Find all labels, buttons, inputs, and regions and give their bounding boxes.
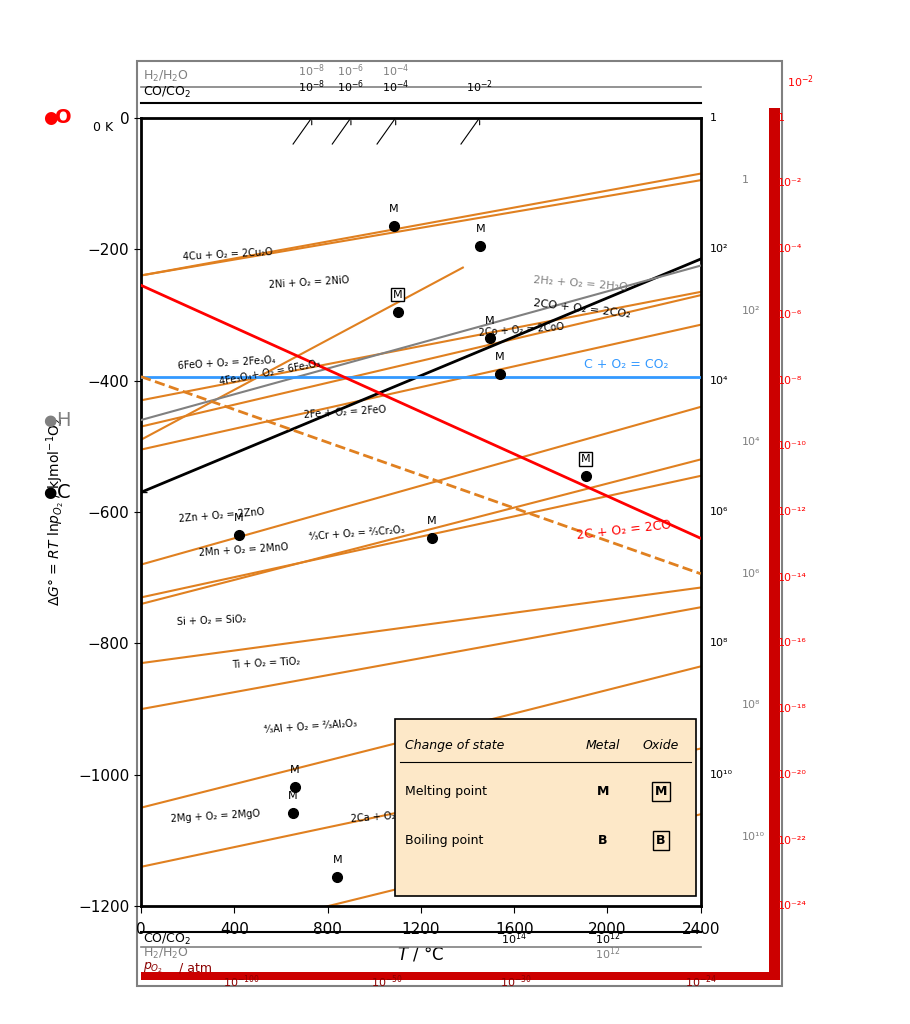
Text: 2Ca + O₂ = 2CaO: 2Ca + O₂ = 2CaO (350, 808, 437, 824)
Text: 2Ni + O₂ = 2NiO: 2Ni + O₂ = 2NiO (268, 275, 349, 290)
Text: 10⁻¹⁰: 10⁻¹⁰ (778, 441, 807, 452)
Text: Boiling point: Boiling point (405, 834, 483, 847)
Text: 10$^{-2}$: 10$^{-2}$ (466, 79, 493, 95)
Text: M: M (393, 290, 402, 300)
Text: O: O (56, 109, 72, 127)
Text: 10⁴: 10⁴ (742, 437, 760, 447)
Text: 4Fe₃O₄+ O₂ = 6Fe₂O₃: 4Fe₃O₄+ O₂ = 6Fe₂O₃ (218, 358, 321, 387)
Text: Melting point: Melting point (405, 784, 487, 798)
Text: M: M (427, 516, 437, 526)
Text: ⁴⁄₃Al + O₂ = ²⁄₃Al₂O₃: ⁴⁄₃Al + O₂ = ²⁄₃Al₂O₃ (264, 719, 358, 735)
Text: Metal: Metal (585, 738, 620, 752)
Text: 10⁻²: 10⁻² (778, 178, 803, 188)
Text: B: B (598, 834, 608, 847)
Text: M: M (476, 224, 485, 234)
Text: 10$^{-30}$: 10$^{-30}$ (500, 974, 532, 990)
Text: ●: ● (44, 484, 56, 500)
Text: Change of state: Change of state (405, 738, 504, 752)
Text: 0 K: 0 K (93, 121, 113, 134)
Text: 10⁻⁶: 10⁻⁶ (778, 310, 803, 319)
Text: 10²: 10² (742, 306, 760, 316)
X-axis label: $T$ / °C: $T$ / °C (398, 945, 444, 964)
Text: 10$^{-6}$: 10$^{-6}$ (338, 79, 365, 95)
Text: H: H (56, 411, 71, 429)
Text: M: M (485, 316, 494, 326)
Text: 10²: 10² (710, 244, 728, 254)
Text: 10$^{-24}$: 10$^{-24}$ (684, 974, 717, 990)
Text: 10$^{-100}$: 10$^{-100}$ (223, 974, 260, 990)
Text: H$_2$/H$_2$O: H$_2$/H$_2$O (143, 70, 189, 84)
Text: 10$^{-4}$: 10$^{-4}$ (382, 62, 410, 79)
Text: CO/CO$_2$: CO/CO$_2$ (143, 932, 191, 946)
Text: CO/CO$_2$: CO/CO$_2$ (143, 85, 191, 99)
Text: 2Zn + O₂ = 2ZnO: 2Zn + O₂ = 2ZnO (178, 507, 265, 524)
Text: 10⁻¹²: 10⁻¹² (778, 507, 807, 517)
Text: 10¹⁰: 10¹⁰ (742, 831, 764, 842)
Text: 2CO + O₂ = 2CO₂: 2CO + O₂ = 2CO₂ (533, 298, 631, 319)
Text: C: C (57, 482, 70, 502)
Text: 10$^{-50}$: 10$^{-50}$ (371, 974, 403, 990)
Text: ●: ● (43, 109, 57, 127)
Y-axis label: $\Delta G°$ = $RT$ ln$p_{O_2}$ / kJmol$^{-1}$O$_2$: $\Delta G°$ = $RT$ ln$p_{O_2}$ / kJmol$^… (45, 418, 66, 606)
Text: M: M (581, 454, 591, 464)
Text: / atm: / atm (179, 962, 212, 974)
Text: M: M (495, 352, 504, 362)
Text: 10⁻⁸: 10⁻⁸ (778, 376, 803, 386)
Text: 10$^{12}$: 10$^{12}$ (595, 931, 620, 947)
Text: 10$^{-2}$: 10$^{-2}$ (787, 74, 814, 90)
Text: 2C + O₂ = 2CO: 2C + O₂ = 2CO (576, 518, 672, 542)
Text: M: M (482, 794, 492, 804)
Text: 6FeO + O₂ = 2Fe₃O₄: 6FeO + O₂ = 2Fe₃O₄ (177, 354, 276, 371)
Text: 1: 1 (710, 113, 717, 123)
FancyBboxPatch shape (395, 719, 696, 896)
Text: H$_2$/H$_2$O: H$_2$/H$_2$O (143, 946, 189, 961)
Text: 2Mg + O₂ = 2MgO: 2Mg + O₂ = 2MgO (171, 809, 260, 824)
Text: $p_{O_2}$: $p_{O_2}$ (143, 961, 163, 975)
Text: 10⁻¹⁶: 10⁻¹⁶ (778, 638, 807, 648)
Text: 10⁻⁴: 10⁻⁴ (778, 244, 803, 254)
Text: 4Cu + O₂ = 2Cu₂O: 4Cu + O₂ = 2Cu₂O (183, 248, 273, 262)
Text: 10⁻²²: 10⁻²² (778, 836, 807, 846)
Text: 10$^{-6}$: 10$^{-6}$ (338, 62, 365, 79)
Text: 10$^{-8}$: 10$^{-8}$ (298, 62, 325, 79)
Text: Oxide: Oxide (642, 738, 679, 752)
Text: 1: 1 (742, 174, 749, 184)
Text: 10$^{-8}$: 10$^{-8}$ (298, 79, 325, 95)
Text: 10$^{12}$: 10$^{12}$ (595, 945, 620, 962)
Text: 2Mn + O₂ = 2MnO: 2Mn + O₂ = 2MnO (198, 542, 288, 558)
Text: M: M (288, 792, 298, 801)
Text: 10⁻¹⁸: 10⁻¹⁸ (778, 705, 807, 714)
Text: 10⁶: 10⁶ (710, 507, 728, 517)
Text: 10⁸: 10⁸ (710, 638, 728, 648)
Text: 10⁸: 10⁸ (742, 700, 760, 711)
Text: M: M (234, 513, 244, 523)
Text: 10¹⁰: 10¹⁰ (710, 770, 733, 780)
Text: 2Fe + O₂ = 2FeO: 2Fe + O₂ = 2FeO (304, 404, 387, 420)
Text: ●: ● (44, 413, 56, 427)
Text: B: B (656, 834, 666, 847)
Text: 2Co + O₂ = 2CoO: 2Co + O₂ = 2CoO (479, 322, 564, 338)
Text: B: B (417, 817, 425, 827)
Text: ⁴⁄₃Cr + O₂ = ²⁄₃Cr₂O₃: ⁴⁄₃Cr + O₂ = ²⁄₃Cr₂O₃ (308, 524, 405, 542)
Text: 10⁴: 10⁴ (710, 376, 728, 386)
Text: M: M (389, 205, 399, 214)
Text: 10⁶: 10⁶ (742, 568, 760, 579)
Text: 10⁻¹⁴: 10⁻¹⁴ (778, 572, 807, 583)
Text: Si + O₂ = SiO₂: Si + O₂ = SiO₂ (177, 614, 247, 627)
Text: 10$^{-4}$: 10$^{-4}$ (382, 79, 410, 95)
Text: 10$^{14}$: 10$^{14}$ (501, 931, 527, 947)
Text: 1: 1 (778, 113, 785, 123)
Text: M: M (597, 784, 609, 798)
Text: 2H₂ + O₂ = 2H₂O: 2H₂ + O₂ = 2H₂O (533, 275, 628, 293)
Text: 10⁻²⁴: 10⁻²⁴ (778, 901, 807, 911)
Text: 10⁻²⁰: 10⁻²⁰ (778, 770, 807, 780)
Text: M: M (290, 765, 299, 775)
Text: Ti + O₂ = TiO₂: Ti + O₂ = TiO₂ (231, 656, 300, 670)
Text: M: M (332, 855, 342, 865)
Text: C + O₂ = CO₂: C + O₂ = CO₂ (584, 358, 669, 372)
Text: M: M (655, 784, 667, 798)
